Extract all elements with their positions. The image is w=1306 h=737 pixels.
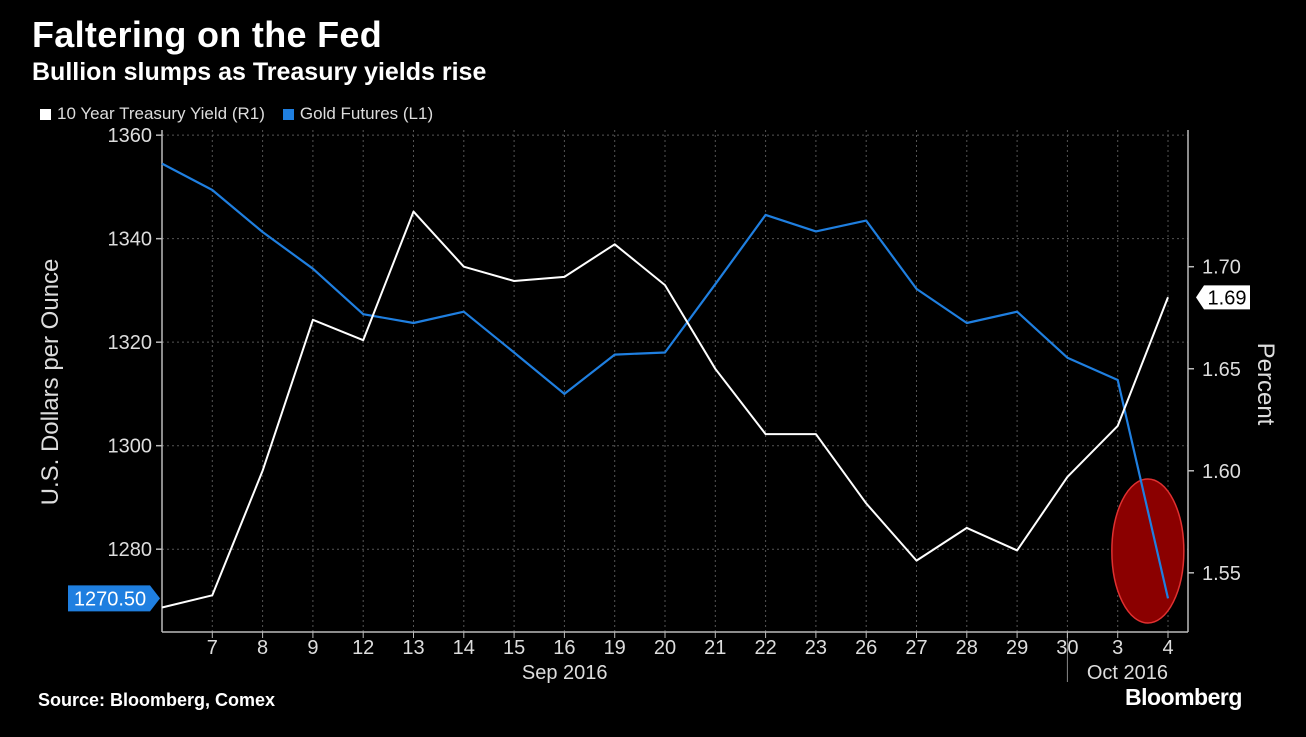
x-tick-label: 15 xyxy=(503,637,525,659)
y-tick-right-label: 1.60 xyxy=(1202,461,1241,483)
x-tick-label: 21 xyxy=(704,637,726,659)
source-note: Source: Bloomberg, Comex xyxy=(38,690,276,710)
legend-swatch-gold xyxy=(282,108,294,120)
legend-label-treasury: 10 Year Treasury Yield (R1) xyxy=(57,104,265,123)
x-tick-label: 30 xyxy=(1056,637,1078,659)
x-tick-label: 28 xyxy=(956,637,978,659)
x-tick-label: 26 xyxy=(855,637,877,659)
y-tick-right-label: 1.55 xyxy=(1202,563,1241,585)
legend-item-gold: Gold Futures (L1) xyxy=(282,104,434,124)
x-tick-label: 8 xyxy=(257,637,268,659)
x-tick-label: 4 xyxy=(1162,637,1173,659)
x-tick-label: 27 xyxy=(905,637,927,659)
treasury-last-value-label: 1.69 xyxy=(1208,287,1247,309)
y-axis-left-title: U.S. Dollars per Ounce xyxy=(37,259,64,506)
treasury-last-value-tag xyxy=(1196,285,1250,310)
y-tick-left-label: 1320 xyxy=(108,332,153,354)
x-tick-label: 7 xyxy=(207,637,218,659)
x-tick-label: 16 xyxy=(553,637,575,659)
x-tick-label: 29 xyxy=(1006,637,1028,659)
legend-swatch-treasury xyxy=(40,108,51,120)
gold-last-value-label: 1270.50 xyxy=(74,588,146,610)
y-tick-left-label: 1340 xyxy=(108,229,153,251)
legend-item-treasury: 10 Year Treasury Yield (R1) xyxy=(40,104,265,124)
y-axis-right-title: Percent xyxy=(1252,343,1279,426)
series-line-gold xyxy=(161,162,1170,599)
month-label-oct: Oct 2016 xyxy=(1087,662,1168,684)
x-tick-label: 9 xyxy=(307,637,318,659)
brand-logo: Bloomberg xyxy=(1125,684,1242,710)
x-tick-label: 19 xyxy=(604,637,626,659)
series-line-treasury xyxy=(161,210,1169,609)
chart-subtitle: Bullion slumps as Treasury yields rise xyxy=(32,58,487,86)
y-tick-right-label: 1.70 xyxy=(1202,257,1241,279)
y-tick-right-label: 1.65 xyxy=(1202,359,1241,381)
legend-label-gold: Gold Futures (L1) xyxy=(299,104,434,123)
x-tick-label: 3 xyxy=(1112,637,1123,659)
x-tick-label: 22 xyxy=(754,637,776,659)
gold-last-value-tag xyxy=(68,585,160,612)
x-tick-label: 14 xyxy=(453,637,475,659)
x-tick-label: 20 xyxy=(654,637,676,659)
x-tick-label: 13 xyxy=(402,637,424,659)
month-label-sep: Sep 2016 xyxy=(522,662,608,684)
x-tick-label: 23 xyxy=(805,637,827,659)
chart-title: Faltering on the Fed xyxy=(32,14,383,55)
highlight-ellipse xyxy=(1111,478,1185,624)
y-tick-left-label: 1300 xyxy=(108,436,153,458)
x-tick-label: 12 xyxy=(352,637,374,659)
y-tick-left-label: 1280 xyxy=(108,539,153,561)
legend: 10 Year Treasury Yield (R1) Gold Futures… xyxy=(40,104,433,124)
y-tick-left-label: 1360 xyxy=(108,125,153,147)
